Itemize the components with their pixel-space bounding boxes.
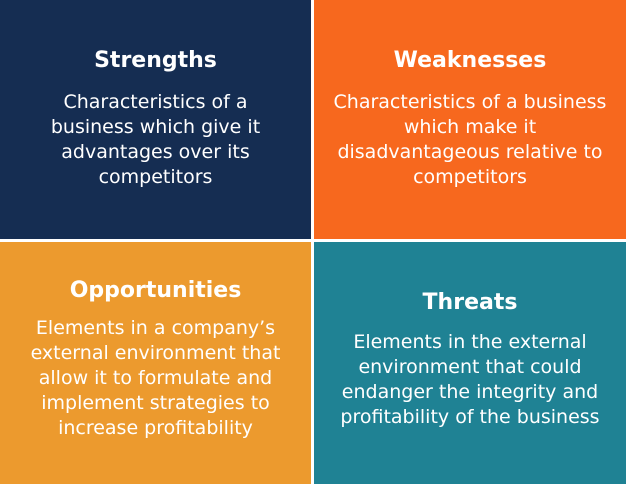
weaknesses-description: Characteristics of a business which make… bbox=[333, 91, 607, 188]
threats-description: Elements in the external environment tha… bbox=[340, 331, 600, 428]
opportunities-description: Elements in a company’s external environ… bbox=[30, 317, 281, 439]
opportunities-quadrant: Opportunities Elements in a company’s ex… bbox=[0, 242, 311, 484]
opportunities-title: Opportunities bbox=[69, 278, 242, 303]
strengths-quadrant: Strengths Characteristics of a business … bbox=[0, 0, 311, 239]
weaknesses-title: Weaknesses bbox=[393, 48, 547, 73]
strengths-title: Strengths bbox=[94, 48, 217, 73]
threats-quadrant: Threats Elements in the external environ… bbox=[314, 242, 626, 484]
threats-title: Threats bbox=[422, 290, 518, 315]
strengths-description: Characteristics of a business which give… bbox=[50, 91, 261, 188]
weaknesses-quadrant: Weaknesses Characteristics of a business… bbox=[314, 0, 626, 239]
